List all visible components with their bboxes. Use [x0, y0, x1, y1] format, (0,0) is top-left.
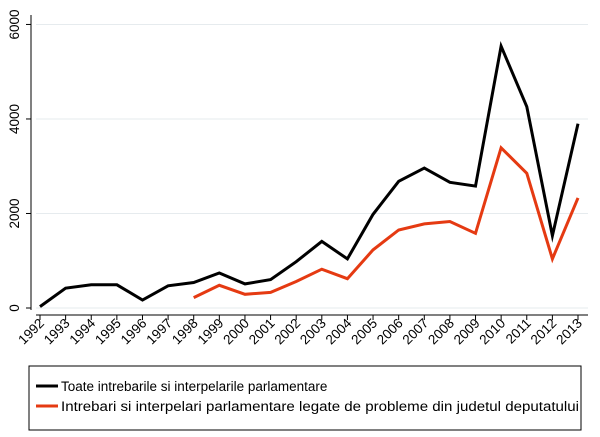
legend-box	[28, 365, 582, 431]
y-tick-label: 4000	[7, 104, 22, 134]
series-line-1	[193, 144, 580, 299]
y-tick-label: 0	[7, 304, 22, 312]
legend: Toate intrebarile si interpelarile parla…	[28, 365, 582, 431]
plot-series	[39, 41, 580, 308]
legend-label-total: Toate intrebarile si interpelarile parla…	[61, 379, 327, 394]
y-tick-label: 6000	[7, 9, 22, 39]
y-tick-label: 2000	[7, 198, 22, 228]
gridlines	[36, 23, 588, 309]
series-line-0	[39, 41, 580, 308]
legend-label-county: Intrebari si interpelari parlamentare le…	[61, 399, 579, 414]
y-axis-ticks: 0 2000 4000 6000	[7, 9, 31, 312]
